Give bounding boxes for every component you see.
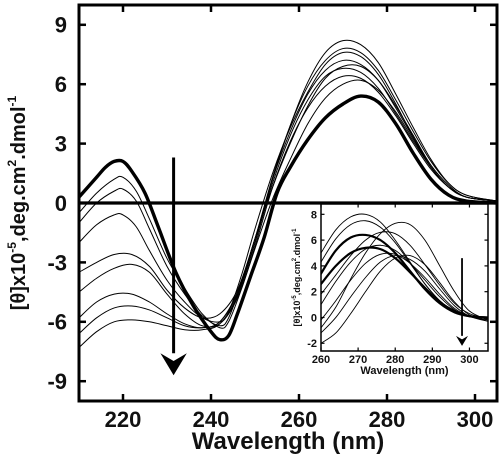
y-tick-label: 3 xyxy=(55,132,67,157)
y-tick-label: 0 xyxy=(55,191,67,216)
y-tick-label: 0 xyxy=(311,312,317,324)
main-decrease-arrow xyxy=(160,157,187,376)
arrow-head xyxy=(160,353,187,376)
main-series-group xyxy=(79,39,497,349)
inset-ylabel-exp1: -5 xyxy=(292,295,298,301)
ylabel-mid: ,deg.cm xyxy=(8,166,30,242)
series-line-1 xyxy=(321,246,488,319)
series-line-8 xyxy=(79,39,497,349)
inset-y-axis: 8 6 4 2 0 -2 xyxy=(307,209,488,350)
x-tick-label: 300 xyxy=(460,354,478,366)
x-tick-label: 260 xyxy=(281,407,318,432)
x-tick-label: 270 xyxy=(349,354,367,366)
y-tick-label: -3 xyxy=(47,250,67,275)
y-tick-label: 8 xyxy=(311,209,317,221)
x-tick-label: 280 xyxy=(386,354,404,366)
inset-ylabel-mid: ,deg.cm xyxy=(292,261,302,295)
inset-y-axis-title: [θ]x10-5,deg.cm2.dmol-1 xyxy=(292,228,302,327)
inset-x-axis: 260 270 280 290 300 xyxy=(312,204,479,366)
inset-decrease-arrow xyxy=(456,258,469,346)
main-x-axis-title: Wavelength (nm) xyxy=(192,428,384,455)
series-line-5 xyxy=(79,59,497,319)
ylabel-main: [θ]x10 xyxy=(8,253,30,311)
y-tick-label: 9 xyxy=(55,13,67,38)
series-line-2 xyxy=(321,233,488,319)
series-line-9 xyxy=(79,75,497,328)
ylabel-exp3: -1 xyxy=(5,95,19,106)
inset-ylabel-main: [θ]x10 xyxy=(292,301,302,327)
y-tick-label: -9 xyxy=(47,369,67,394)
x-tick-label: 220 xyxy=(105,407,142,432)
x-tick-label: 290 xyxy=(423,354,441,366)
series-line-1 xyxy=(79,94,497,342)
y-tick-label: 6 xyxy=(55,72,67,97)
inset-background xyxy=(321,204,488,351)
series-line-8 xyxy=(321,254,488,344)
series-line-7 xyxy=(321,255,488,334)
inset-ylabel-exp2: 2 xyxy=(292,257,298,261)
series-line-2 xyxy=(79,79,497,329)
inset-x-axis-title: Wavelength (nm) xyxy=(360,365,449,377)
y-tick-label: 2 xyxy=(311,287,317,299)
inset-series-group xyxy=(321,213,488,344)
series-line-10 xyxy=(321,231,488,320)
ylabel-exp2: 2 xyxy=(5,159,19,166)
y-tick-label: -6 xyxy=(47,310,67,335)
main-x-axis: 220 240 260 280 300 xyxy=(105,5,494,432)
x-tick-label: 260 xyxy=(312,354,330,366)
main-y-axis: 9 6 3 0 -3 -6 -9 xyxy=(47,13,497,394)
y-tick-label: 6 xyxy=(311,235,317,247)
y-tick-label: 4 xyxy=(311,261,318,273)
series-line-6 xyxy=(79,67,497,329)
x-tick-label: 240 xyxy=(193,407,230,432)
inset-ylabel-exp3: -1 xyxy=(292,228,298,234)
ylabel-exp1: -5 xyxy=(5,242,19,253)
x-tick-label: 280 xyxy=(369,407,406,432)
x-tick-label: 300 xyxy=(457,407,494,432)
y-tick-label: -2 xyxy=(307,338,317,350)
series-line-9 xyxy=(321,221,488,329)
arrow-head xyxy=(456,335,469,346)
main-y-axis-title: [θ]x10-5,deg.cm2.dmol-1 xyxy=(5,95,30,310)
inset-plot-frame xyxy=(320,203,489,352)
ylabel-tail: .dmol xyxy=(8,106,30,159)
inset-ylabel-tail: .dmol xyxy=(292,234,302,258)
